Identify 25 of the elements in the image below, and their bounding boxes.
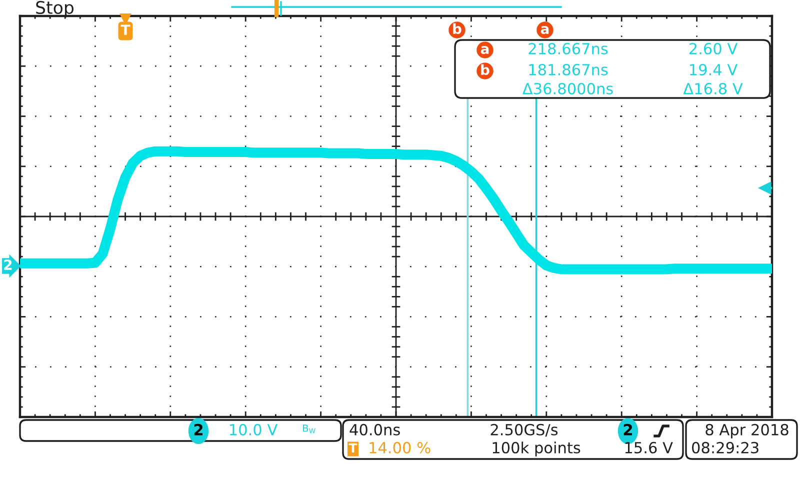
text: 2 <box>194 424 202 436</box>
text: 181.867ns <box>529 64 608 76</box>
text: 2 <box>4 260 12 270</box>
text: 2.50GS/s <box>490 424 558 437</box>
text: T <box>120 24 130 35</box>
text: a <box>540 26 549 34</box>
text: 14.00 % <box>370 442 430 454</box>
text: T <box>348 443 358 452</box>
text: 100k points <box>492 442 580 456</box>
text: 8 Apr 2018 <box>706 424 788 438</box>
text: 19.4 V <box>690 64 738 76</box>
text: B$_{W}$ <box>303 424 316 434</box>
text: Δ36.8000ns <box>522 82 613 94</box>
text: 08:29:23 <box>692 442 758 454</box>
text: 15.6 V <box>625 442 673 454</box>
text: 10.0 V <box>230 424 278 436</box>
text: 40.0ns <box>350 424 400 436</box>
text: 218.667ns <box>528 42 608 54</box>
text: 2 <box>624 424 632 436</box>
chart-title: Stop <box>36 0 74 18</box>
text: b <box>453 23 462 34</box>
text: 2.60 V <box>689 42 738 54</box>
text: b <box>481 64 490 76</box>
text: Δ16.8 V <box>683 82 743 94</box>
text: a <box>480 46 489 54</box>
